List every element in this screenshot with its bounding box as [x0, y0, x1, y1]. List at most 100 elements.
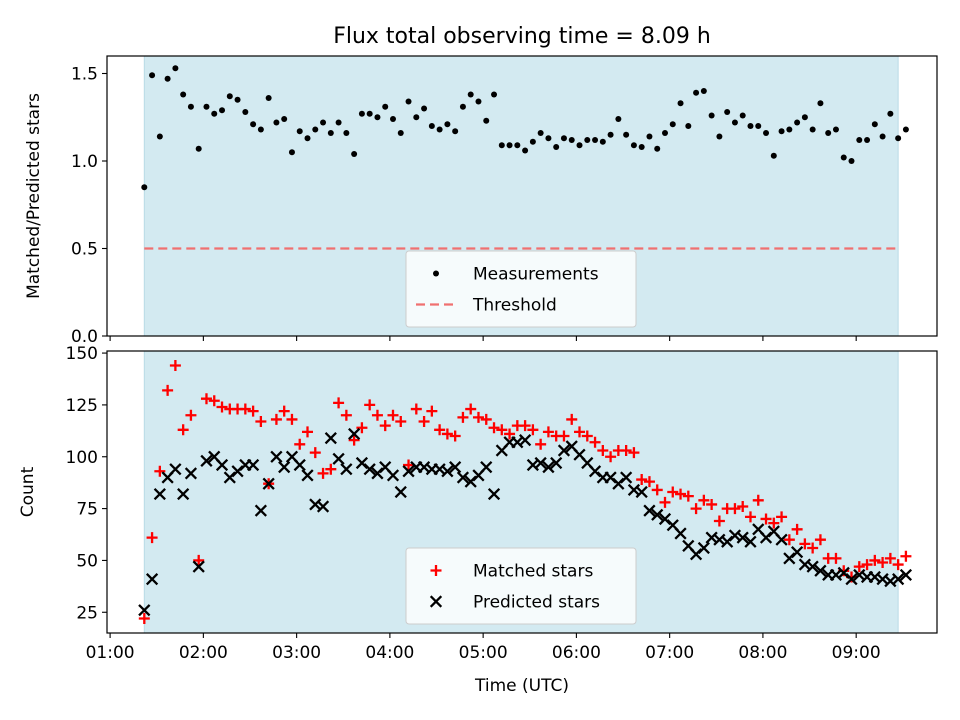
- predicted-stars-point: [480, 461, 493, 474]
- matched-stars-point: [418, 416, 430, 427]
- measurements-point: [475, 98, 482, 105]
- measurements-point: [576, 142, 583, 149]
- predicted-stars-point: [814, 564, 827, 577]
- matched-stars-point: [776, 511, 788, 523]
- measurements-point: [763, 130, 770, 136]
- predicted-stars-point: [441, 465, 454, 478]
- y-tick-label: 100: [66, 448, 98, 468]
- predicted-stars-point: [697, 541, 710, 555]
- measurements-point: [413, 114, 420, 121]
- matched-stars-point: [208, 395, 220, 407]
- x-tick-label: 05:00: [459, 643, 508, 663]
- predicted-stars-point: [254, 504, 267, 517]
- measurements-point: [226, 93, 233, 100]
- matched-stars-point: [651, 484, 663, 496]
- matched-stars-point: [605, 451, 617, 463]
- measurements-point: [389, 116, 396, 122]
- x-tick-label: 04:00: [365, 643, 414, 663]
- measurements-point: [623, 131, 630, 138]
- matched-stars-point: [138, 612, 150, 624]
- count-panel: 25 50 75 100 125 150 Count 01:00 02:00 03:00 04:00…: [18, 344, 938, 663]
- y-tick-label: 150: [66, 344, 98, 364]
- predicted-stars-point: [278, 461, 291, 474]
- matched-stars-point: [814, 534, 826, 546]
- matched-stars-point: [791, 523, 803, 535]
- matched-stars-point: [247, 405, 259, 417]
- matched-stars-point: [371, 409, 383, 421]
- matched-stars-point: [698, 494, 710, 506]
- x-tick-label: 07:00: [645, 643, 694, 663]
- predicted-stars-point: [557, 444, 571, 457]
- matched-stars-point: [659, 496, 671, 508]
- measurements-point: [219, 107, 226, 114]
- predicted-stars-point: [518, 434, 532, 447]
- measurements-point: [211, 110, 218, 117]
- matched-stars-point: [488, 422, 500, 434]
- matched-stars-point: [713, 515, 725, 527]
- measurements-point: [164, 75, 171, 82]
- legend-label: Measurements: [473, 265, 599, 285]
- measurements-point: [553, 144, 560, 150]
- measurements-point: [677, 100, 684, 107]
- measurements-point: [731, 119, 738, 126]
- matched-stars-point: [861, 559, 873, 571]
- y-tick-label: 75: [76, 500, 98, 520]
- measurements-point: [592, 137, 599, 143]
- x-tick-label: 09:00: [832, 643, 881, 663]
- measurements-point: [491, 91, 498, 98]
- measurements-point: [848, 158, 855, 164]
- matched-stars-point: [403, 459, 415, 471]
- measurements-point: [180, 91, 187, 98]
- measurements-point: [630, 142, 637, 149]
- measurements-point: [374, 114, 381, 121]
- matched-stars-point: [752, 494, 764, 506]
- measurements-point: [529, 138, 536, 145]
- matched-stars-point: [636, 474, 648, 486]
- matched-stars-point: [216, 401, 228, 413]
- measurements-point: [382, 103, 389, 110]
- matched-stars-point: [504, 428, 516, 440]
- measurements-point: [669, 121, 676, 128]
- matched-stars-point: [558, 430, 570, 442]
- measurements-point: [335, 119, 342, 126]
- measurements-point: [498, 142, 505, 149]
- matched-stars-point: [830, 552, 842, 564]
- measurements-point: [739, 112, 746, 119]
- measurements-point: [351, 151, 358, 157]
- matched-stars-point: [706, 498, 718, 510]
- matched-stars-point: [581, 430, 593, 442]
- predicted-stars-point: [246, 458, 260, 472]
- matched-stars-point: [519, 420, 531, 432]
- y-tick-label: 25: [76, 603, 98, 623]
- legend-frame: [405, 547, 637, 625]
- measurements-point: [234, 96, 241, 103]
- matched-stars-point: [877, 557, 889, 568]
- y-tick-label: 0.0: [71, 327, 98, 347]
- matched-stars-point: [480, 413, 492, 425]
- predicted-stars-point: [293, 458, 306, 472]
- measurements-point: [172, 65, 179, 72]
- matched-stars-point: [535, 438, 547, 450]
- x-tick-label: 03:00: [272, 643, 321, 663]
- matched-stars-point: [667, 486, 679, 498]
- matched-stars-point: [472, 411, 484, 423]
- measurements-point: [428, 123, 435, 129]
- predicted-stars-point: [145, 572, 159, 586]
- measurements-point: [755, 123, 762, 129]
- predicted-stars-point: [775, 533, 788, 546]
- matched-stars-point: [364, 399, 376, 411]
- predicted-stars-point: [456, 471, 470, 484]
- measurements-point: [459, 103, 466, 110]
- measurements-point: [522, 147, 529, 154]
- measurements-point: [452, 128, 459, 135]
- legend: Measurements Threshold: [405, 250, 637, 328]
- matched-stars-point: [387, 409, 399, 421]
- legend-label: Matched stars: [473, 562, 593, 582]
- measurements-point: [832, 126, 839, 133]
- measurements-point: [584, 137, 591, 143]
- measurements-point: [483, 117, 490, 124]
- measurements-point: [560, 135, 567, 142]
- matched-stars-point: [574, 426, 586, 438]
- matched-stars-point: [589, 436, 601, 448]
- matched-stars-point: [395, 416, 407, 427]
